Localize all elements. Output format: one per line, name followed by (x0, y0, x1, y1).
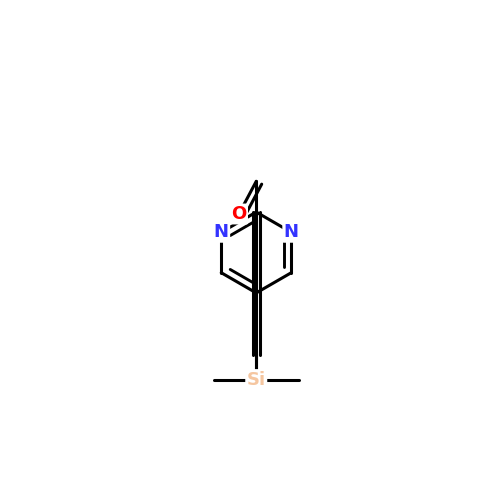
Text: N: N (284, 224, 299, 242)
Text: Si: Si (246, 370, 266, 388)
Text: O: O (232, 205, 246, 223)
Text: N: N (214, 224, 228, 242)
